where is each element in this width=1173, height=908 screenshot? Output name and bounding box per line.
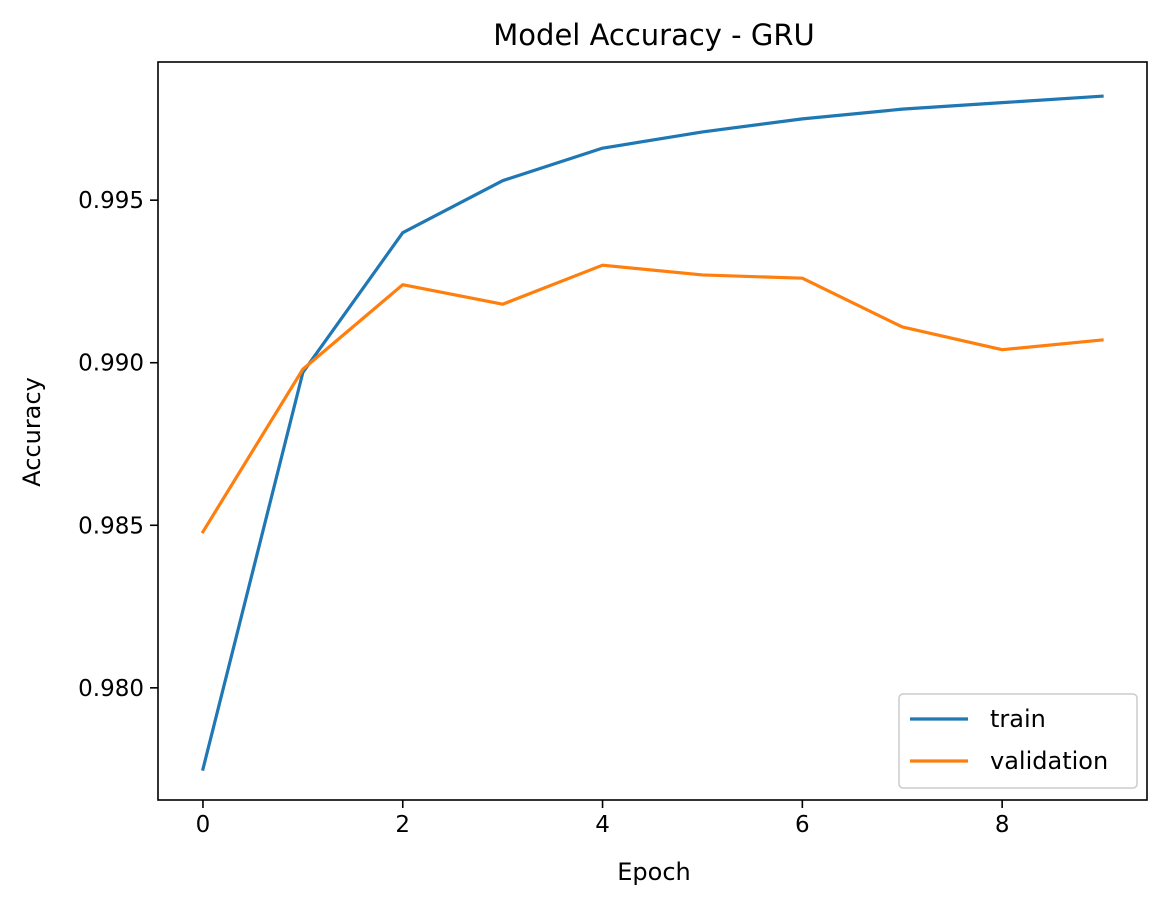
y-tick-label: 0.995 bbox=[78, 188, 144, 214]
y-axis: 0.980 0.985 0.990 0.995 bbox=[78, 188, 158, 702]
y-tick-label: 0.980 bbox=[78, 676, 144, 702]
x-tick-label: 8 bbox=[995, 812, 1010, 838]
plot-area bbox=[200, 94, 1104, 772]
legend-label-train: train bbox=[990, 705, 1046, 733]
series-line-validation bbox=[200, 263, 1104, 534]
x-tick-label: 0 bbox=[196, 812, 211, 838]
x-tick-label: 4 bbox=[595, 812, 610, 838]
x-tick-label: 6 bbox=[795, 812, 810, 838]
x-axis-label: Epoch bbox=[617, 858, 691, 886]
legend-label-validation: validation bbox=[990, 747, 1108, 775]
y-tick-label: 0.985 bbox=[78, 513, 144, 539]
legend: train validation bbox=[898, 693, 1138, 789]
axes-frame bbox=[157, 61, 1148, 801]
chart-title: Model Accuracy - GRU bbox=[493, 18, 814, 52]
x-tick-label: 2 bbox=[395, 812, 410, 838]
y-axis-label: Accuracy bbox=[18, 377, 46, 487]
series-line-train bbox=[201, 94, 1104, 772]
y-tick-label: 0.990 bbox=[78, 351, 144, 377]
x-axis: 0 2 4 6 8 bbox=[196, 800, 1010, 838]
